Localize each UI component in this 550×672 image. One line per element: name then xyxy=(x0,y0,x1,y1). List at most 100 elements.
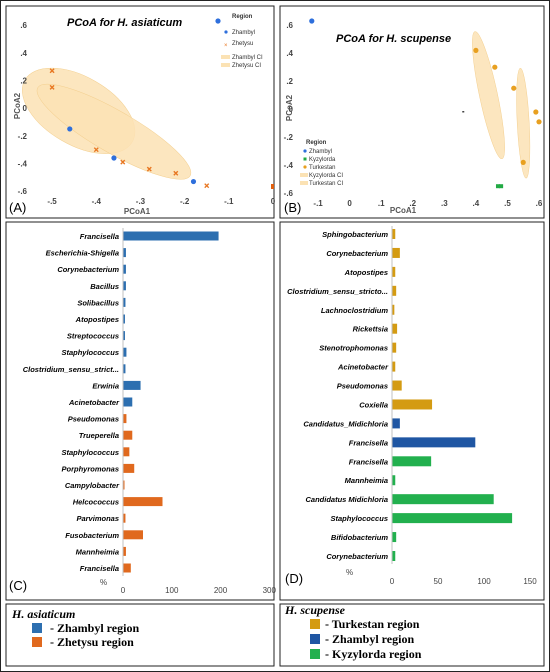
bar-kyzylorda-corynebacterium xyxy=(392,551,396,561)
category-label-erwinia: Erwinia xyxy=(92,381,119,390)
y-tick-label-6: -.6 xyxy=(284,189,294,198)
category-label-fusobacterium: Fusobacterium xyxy=(65,531,119,540)
y-tick-label-6: -.6 xyxy=(18,187,28,196)
panel-d-xlabel: % xyxy=(346,568,353,577)
x-tick-label-7: .6 xyxy=(536,199,543,208)
bar-turkestan-corynebacterium xyxy=(392,247,400,258)
bar-zhambyl-clostridium-sensu-strict xyxy=(123,364,126,374)
point-zhetysu-3 xyxy=(93,147,99,153)
footer-legend-right: H. scupense - Turkestan region - Zhambyl… xyxy=(279,603,545,667)
x-tick-label-1: 100 xyxy=(165,586,179,595)
footer-legend-left: H. asiaticum - Zhambyl region - Zhetysu … xyxy=(5,603,275,667)
category-label-acinetobacter: Acinetobacter xyxy=(337,363,389,372)
x-tick-label-1: -.4 xyxy=(92,197,102,206)
y-tick-label-5: -.4 xyxy=(284,161,294,170)
legend-dot-turkestan xyxy=(303,165,307,169)
x-tick-label-4: -.1 xyxy=(224,197,234,206)
category-label-candidatus-midichloria: Candidatus Midichloria xyxy=(305,495,388,504)
point-turkestan-3 xyxy=(511,85,517,91)
category-label-stenotrophomonas: Stenotrophomonas xyxy=(319,344,388,353)
legend-label-zhambyl-region: - Zhambyl region xyxy=(325,632,414,646)
legend-title: Region xyxy=(232,14,253,20)
legend-label-zhambyl: Zhambyl xyxy=(309,149,332,155)
category-label-clostridium-sensu-stricto: Clostridium_sensu_stricto... xyxy=(287,287,388,296)
category-label-mannheimia: Mannheimia xyxy=(76,547,119,556)
x-tick-label-2: -.3 xyxy=(136,197,146,206)
x-tick-label-0: -.5 xyxy=(47,197,57,206)
category-label-candidatus-midichloria: Candidatus_Midichloria xyxy=(303,419,388,428)
legend-ellipse-zhambyl xyxy=(221,55,230,59)
bar-kyzylorda-mannheimia xyxy=(392,475,396,486)
panel-a-legend: Region Zhambyl Zhetysu × Zhambyl CI Zhet… xyxy=(215,14,263,69)
y-tick-label-2: .2 xyxy=(286,77,293,86)
legend-label-zhetysu: Zhetysu xyxy=(232,41,253,47)
bar-zhetysu-porphyromonas xyxy=(123,463,135,473)
panel-a-ylabel: PCoA2 xyxy=(13,92,22,119)
category-label-campylobacter: Campylobacter xyxy=(65,481,120,490)
category-label-rickettsia: Rickettsia xyxy=(353,325,388,334)
legend-label-zhambyl-ci: Zhambyl CI xyxy=(232,55,263,61)
x-tick-label-5: .4 xyxy=(473,199,480,208)
bar-zhetysu-fusobacterium xyxy=(123,530,143,540)
point-zhambyl-1 xyxy=(309,18,315,24)
legend-label-zhambyl-region: - Zhambyl region xyxy=(50,621,139,635)
y-tick-label-5: -.4 xyxy=(18,160,28,169)
panel-c-xlabel: % xyxy=(100,578,107,587)
category-label-streptococcus: Streptococcus xyxy=(67,332,119,341)
confidence-ellipse-2 xyxy=(36,83,192,180)
bar-zhetysu-francisella xyxy=(123,563,131,573)
point-zhetysu-7 xyxy=(204,183,210,189)
bar-zhetysu-mannheimia xyxy=(123,546,126,556)
panel-d-bar-scupense: Sphingobacterium Corynebacterium Atopostip… xyxy=(279,221,545,601)
legend-dot-zhambyl xyxy=(303,149,307,153)
category-label-trueperella: Trueperella xyxy=(79,431,119,440)
y-tick-label-3: 0 xyxy=(23,104,28,113)
panel-b-ylabel: PCoA2 xyxy=(285,94,294,121)
point-turkestan-4 xyxy=(520,159,526,165)
bar-turkestan-lachnoclostridium xyxy=(392,304,395,315)
category-label-pseudomonas: Pseudomonas xyxy=(68,415,119,424)
x-tick-label-2: .1 xyxy=(378,199,385,208)
panel-b-legend: Region Zhambyl Kyzylorda Turkestan Kyzyl… xyxy=(300,140,343,187)
legend-square-kyzylorda xyxy=(303,157,307,161)
panel-b-letter: (B) xyxy=(284,200,301,215)
category-label-corynebacterium: Corynebacterium xyxy=(326,249,388,258)
category-label-porphyromonas: Porphyromonas xyxy=(61,464,119,473)
bar-turkestan-atopostipes xyxy=(392,266,396,277)
panel-c-bar-asiaticum: Francisella Escherichia-Shigella Corynebac… xyxy=(5,221,276,601)
bar-zhambyl-acinetobacter xyxy=(123,397,133,407)
bar-turkestan-pseudomonas xyxy=(392,380,402,391)
category-label-bifidobacterium: Bifidobacterium xyxy=(331,533,388,542)
bar-zhambyl-atopostipes xyxy=(123,314,125,324)
category-label-francisella: Francisella xyxy=(80,564,119,573)
x-tick-label-1: 0 xyxy=(347,199,352,208)
y-tick-label-0: .6 xyxy=(20,21,27,30)
y-tick-label-4: -.2 xyxy=(284,133,294,142)
point-zhambyl-2 xyxy=(111,155,117,161)
bar-zhambyl-streptococcus xyxy=(123,331,125,341)
point-zhetysu-4 xyxy=(120,159,126,165)
legend-label-turkestan: Turkestan xyxy=(309,165,335,171)
point-kyzylorda-2 xyxy=(499,184,504,189)
legend-label-kyzylorda-region: - Kyzylorda region xyxy=(325,647,422,661)
legend-dot-zhambyl xyxy=(224,30,228,34)
category-label-clostridium-sensu-strict: Clostridium_sensu_strict... xyxy=(23,365,119,374)
point-zhambyl-3 xyxy=(190,178,197,185)
bar-zhambyl-erwinia xyxy=(123,380,141,390)
legend-label-zhetysu-ci: Zhetysu CI xyxy=(232,63,261,69)
category-label-francisella: Francisella xyxy=(80,232,119,241)
category-label-corynebacterium: Corynebacterium xyxy=(326,552,388,561)
bar-turkestan-sphingobacterium xyxy=(392,229,396,239)
point-zhetysu-2 xyxy=(49,84,55,90)
bar-zhambyl-solibacillus xyxy=(123,297,126,307)
x-tick-label-3: .2 xyxy=(409,199,416,208)
category-label-acinetobacter: Acinetobacter xyxy=(68,398,120,407)
bar-zhambyl-francisella xyxy=(392,437,476,448)
point-turkestan-1 xyxy=(473,47,479,54)
category-label-sphingobacterium: Sphingobacterium xyxy=(322,230,388,239)
legend-marker-zhambyl xyxy=(215,18,221,24)
category-label-atopostipes: Atopostipes xyxy=(75,315,119,324)
category-label-escherichia-shigella: Escherichia-Shigella xyxy=(46,249,119,258)
y-tick-label-2: .2 xyxy=(20,76,27,85)
panel-b-pcoa-scupense: -.1 0 .1 .2 .3 .4 .5 .6 .6 .4 .2 0 -.2 -.4 -.6 PCoA fo… xyxy=(279,5,545,219)
